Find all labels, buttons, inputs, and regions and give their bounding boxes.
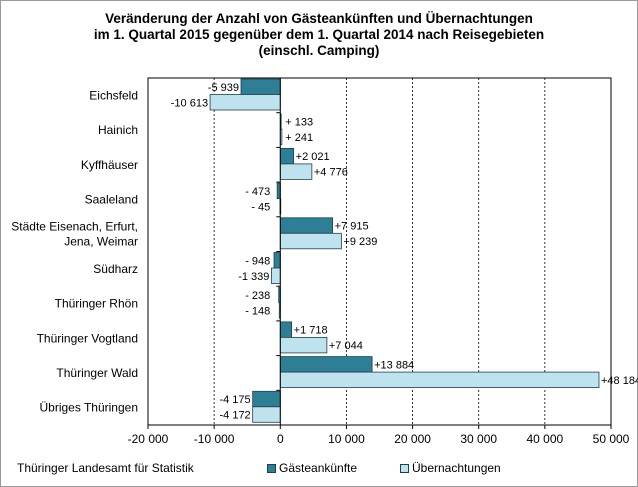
data-label: +13 884	[374, 359, 414, 371]
bar-uebernachtungen	[209, 94, 281, 111]
bar-uebernachtungen	[279, 232, 342, 250]
legend-label-ankuenfte: Gästeankünfte	[279, 461, 358, 475]
data-label: +48 184	[601, 375, 638, 387]
data-label: +7 044	[329, 340, 363, 352]
bar-ankuenfte	[279, 217, 334, 234]
bar-ankuenfte	[240, 78, 281, 95]
bar-ankuenfte	[279, 321, 293, 338]
legend-item-ankuenfte: Gästeankünfte	[267, 461, 357, 475]
bar-ankuenfte	[252, 390, 281, 408]
data-label: - 473	[245, 186, 270, 198]
x-tick-label: 30 000	[460, 432, 497, 446]
data-label: -4 172	[219, 410, 250, 422]
legend-item-uebernachtungen: Übernachtungen	[400, 461, 501, 475]
data-label: +7 915	[335, 221, 369, 233]
bar-uebernachtungen	[279, 163, 313, 180]
x-tick-label: 40 000	[527, 432, 564, 446]
data-label: +1 718	[294, 325, 328, 337]
bar-uebernachtungen	[271, 267, 281, 284]
data-label: -4 175	[219, 394, 250, 406]
legend-swatch-ankuenfte	[267, 463, 276, 473]
bar-uebernachtungen	[279, 371, 600, 389]
category-label: Hainich	[98, 123, 138, 137]
data-label: - 45	[251, 201, 270, 213]
category-label: Thüringer Rhön	[55, 297, 138, 311]
data-label: - 948	[245, 255, 270, 267]
plot-area	[147, 77, 612, 426]
data-label: - 148	[245, 305, 270, 317]
category-label: Thüringer Wald	[56, 366, 138, 380]
bar-ankuenfte	[273, 252, 281, 269]
data-label: + 241	[285, 132, 313, 144]
bar-ankuenfte	[279, 356, 373, 373]
bar-uebernachtungen	[252, 406, 281, 423]
category-label: Städte Eisenach, Erfurt,	[11, 220, 138, 234]
category-label: Thüringer Vogtland	[37, 331, 138, 345]
data-label: +9 239	[343, 236, 377, 248]
category-label: Eichsfeld	[89, 88, 138, 102]
chart-title-line-3: (einschl. Camping)	[258, 43, 380, 58]
x-tick-label: 0	[277, 432, 284, 446]
legend-label-uebernachtungen: Übernachtungen	[412, 461, 501, 475]
category-label: Kyffhäuser	[81, 158, 138, 172]
category-label: Übriges Thüringen	[39, 401, 138, 415]
x-tick-label: 20 000	[394, 432, 431, 446]
data-label: -10 613	[171, 97, 208, 109]
chart-title-line-2: im 1. Quartal 2015 gegenüber dem 1. Quar…	[93, 27, 545, 42]
x-tick-label: -10 000	[194, 432, 235, 446]
data-label: +2 021	[296, 151, 330, 163]
category-label: Saaleland	[85, 192, 138, 206]
data-label: -1 339	[238, 271, 269, 283]
data-label: - 238	[245, 290, 270, 302]
category-label: Jena, Weimar	[64, 235, 138, 249]
bar-uebernachtungen	[279, 336, 328, 354]
data-label: + 133	[285, 116, 313, 128]
category-label: Südharz	[93, 262, 138, 276]
legend-swatch-uebernachtungen	[400, 463, 409, 473]
x-tick-label: 10 000	[328, 432, 365, 446]
chart-title-line-1: Veränderung der Anzahl von Gästeankünfte…	[105, 11, 533, 26]
data-label: +4 776	[314, 167, 348, 179]
source-note: Thüringer Landesamt für Statistik	[17, 461, 194, 475]
bar-ankuenfte	[279, 147, 295, 165]
data-label: -5 939	[208, 82, 239, 94]
x-tick-label: -20 000	[128, 432, 169, 446]
x-tick-label: 50 000	[593, 432, 630, 446]
